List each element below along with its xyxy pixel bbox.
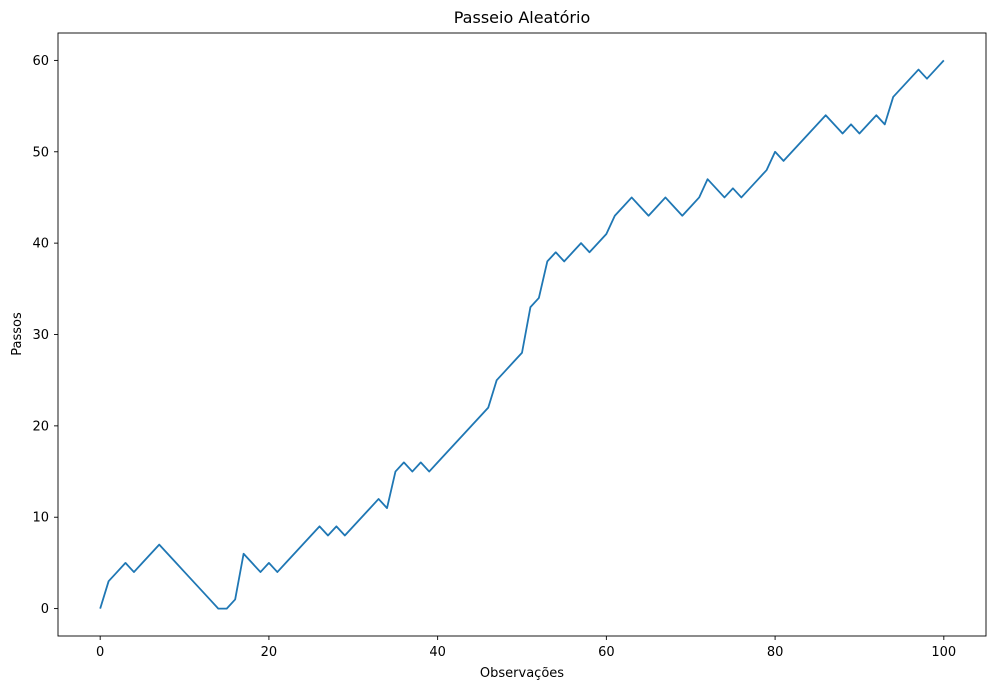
random-walk-line (99, 59, 945, 610)
y-tick-label: 20 (32, 419, 49, 434)
plot-frame (57, 32, 987, 637)
y-tick-label: 40 (32, 237, 49, 252)
y-axis-title: Passos (10, 312, 25, 356)
x-tick-label: 60 (598, 645, 615, 660)
y-tick-label: 0 (41, 602, 49, 617)
x-tick-label: 40 (429, 645, 446, 660)
y-tick-label: 60 (32, 54, 49, 69)
x-tick-label: 0 (96, 645, 104, 660)
x-tick-label: 80 (767, 645, 784, 660)
chart-title: Passeio Aleatório (454, 8, 590, 27)
x-tick-label: 20 (261, 645, 278, 660)
x-axis-title: Observações (480, 666, 564, 681)
y-tick-label: 30 (32, 328, 49, 343)
x-tick-label: 100 (931, 645, 956, 660)
y-tick-label: 10 (32, 511, 49, 526)
y-tick-label: 50 (32, 145, 49, 160)
